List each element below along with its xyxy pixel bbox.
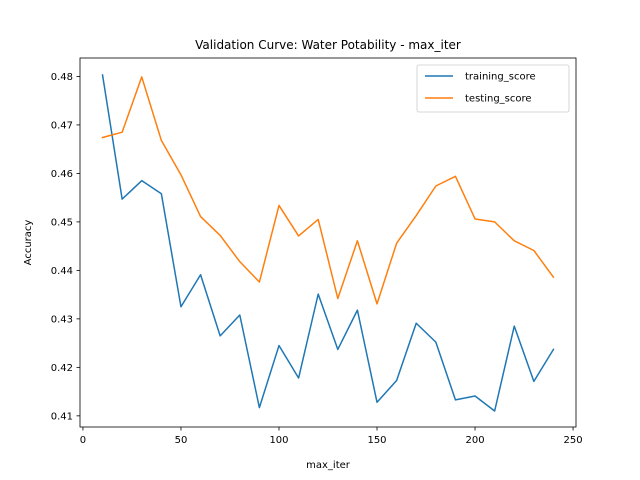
chart-title: Validation Curve: Water Potability - max… xyxy=(195,38,461,52)
x-tick-label: 50 xyxy=(175,435,188,446)
legend-label-testing-score: testing_score xyxy=(465,94,532,105)
x-tick-label: 0 xyxy=(80,435,86,446)
y-tick-label: 0.42 xyxy=(51,363,73,374)
plot-area xyxy=(80,58,576,427)
y-tick-label: 0.44 xyxy=(51,266,73,277)
y-axis-label: Accuracy xyxy=(23,220,34,266)
series-line-testing-score xyxy=(101,76,555,305)
y-tick-label: 0.47 xyxy=(51,121,73,132)
y-tick-label: 0.46 xyxy=(51,169,73,180)
x-tick-label: 150 xyxy=(367,435,386,446)
y-tick-label: 0.43 xyxy=(51,314,73,325)
legend-label-training-score: training_score xyxy=(465,72,536,83)
legend: training_score testing_score xyxy=(416,64,570,113)
y-axis-ticks: 0.41 0.42 0.43 0.44 0.45 0.46 0.47 0.48 xyxy=(51,72,80,422)
y-tick-label: 0.48 xyxy=(51,72,73,83)
x-tick-label: 100 xyxy=(269,435,288,446)
legend-box xyxy=(416,64,570,113)
x-axis-ticks: 0 50 100 150 200 250 xyxy=(80,427,583,446)
x-tick-label: 250 xyxy=(564,435,583,446)
x-axis-label: max_iter xyxy=(306,460,351,471)
y-tick-label: 0.45 xyxy=(51,217,73,228)
x-tick-label: 200 xyxy=(465,435,484,446)
plot-frame xyxy=(79,57,577,428)
series-lines xyxy=(101,74,555,412)
series-line-training-score xyxy=(101,74,555,412)
y-tick-label: 0.41 xyxy=(51,411,73,422)
